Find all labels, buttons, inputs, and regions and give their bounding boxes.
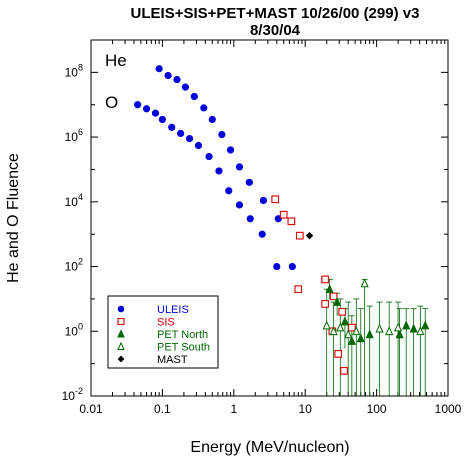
uleis-he-point bbox=[200, 104, 208, 112]
pet-south-he-point bbox=[416, 326, 425, 336]
pet-south-he-point bbox=[394, 322, 403, 332]
y-tick-label: 100 bbox=[65, 321, 83, 338]
uleis-he-point bbox=[208, 115, 216, 124]
uleis-o-point bbox=[225, 187, 233, 195]
pet-south-he-point bbox=[385, 326, 394, 336]
legend-marker bbox=[117, 341, 125, 350]
y-tick-label: 106 bbox=[65, 127, 83, 144]
pet-north-he-point bbox=[395, 329, 404, 339]
pet-south-he-point bbox=[344, 329, 353, 339]
uleis-o-point bbox=[246, 215, 254, 223]
data-marker-layer bbox=[134, 65, 430, 375]
uleis-o-point bbox=[215, 167, 223, 175]
y-tick-label: 102 bbox=[65, 257, 83, 274]
chart-title: ULEIS+SIS+PET+MAST 10/26/00 (299) v3 bbox=[131, 5, 420, 22]
sis-he-point bbox=[329, 292, 338, 301]
uleis-o-point bbox=[273, 262, 281, 271]
legend-label: PET South bbox=[157, 342, 210, 354]
pet-south-he-point bbox=[322, 320, 331, 330]
sis-he-point bbox=[287, 217, 296, 226]
o-series-tag: O bbox=[105, 93, 118, 112]
uleis-o-point bbox=[194, 141, 203, 150]
uleis-he-point bbox=[173, 75, 181, 84]
he-series-tag: He bbox=[105, 51, 127, 70]
legend-marker bbox=[117, 317, 125, 326]
sis-he-point bbox=[347, 323, 356, 332]
sis-he-point bbox=[295, 231, 304, 240]
x-tick-label: 0.1 bbox=[154, 402, 171, 416]
uleis-he-point bbox=[218, 130, 226, 139]
sis-he-point bbox=[321, 275, 329, 284]
pet-north-he-point bbox=[409, 323, 418, 333]
pet-north-he-point bbox=[402, 320, 411, 330]
sis-he-point bbox=[279, 210, 288, 219]
uleis-o-point bbox=[158, 115, 166, 124]
uleis-o-point bbox=[151, 109, 160, 117]
mast-he-point bbox=[305, 231, 314, 240]
x-tick-label: 10 bbox=[299, 402, 313, 416]
sis-o-point bbox=[321, 300, 329, 308]
uleis-he-point bbox=[155, 65, 163, 73]
uleis-o-point bbox=[168, 123, 176, 131]
uleis-he-point bbox=[181, 83, 190, 91]
pet-south-he-point bbox=[352, 326, 361, 336]
pet-south-he-point bbox=[336, 322, 345, 332]
pet-south-he-point bbox=[329, 326, 338, 336]
sis-o-point bbox=[340, 366, 348, 375]
x-tick-label: 1000 bbox=[435, 402, 462, 416]
legend-marker bbox=[117, 355, 125, 363]
y-tick-label: 10-2 bbox=[62, 386, 83, 403]
plot-frame bbox=[90, 39, 449, 397]
uleis-o-point bbox=[142, 105, 151, 113]
pet-north-he-point bbox=[347, 335, 356, 345]
sis-he-point bbox=[338, 307, 347, 316]
chart-subtitle: 8/30/04 bbox=[250, 22, 301, 39]
uleis-he-point bbox=[259, 196, 268, 205]
uleis-he-point bbox=[288, 262, 296, 271]
pet-north-he-point bbox=[333, 296, 342, 306]
pet-south-he-point bbox=[360, 278, 369, 288]
uleis-he-point bbox=[226, 146, 235, 154]
sis-he-point bbox=[271, 195, 280, 204]
uleis-he-point bbox=[190, 92, 198, 101]
x-tick-label: 1 bbox=[230, 402, 237, 416]
pet-north-he-point bbox=[325, 284, 334, 293]
uleis-o-point bbox=[205, 152, 213, 161]
pet-north-he-point bbox=[340, 316, 349, 326]
pet-south-he-point bbox=[375, 323, 384, 333]
uleis-o-point bbox=[134, 101, 142, 109]
legend-label: PET North bbox=[157, 329, 208, 341]
legend-box bbox=[107, 295, 219, 369]
y-tick-label: 108 bbox=[65, 62, 83, 79]
pet-north-he-point bbox=[421, 320, 430, 330]
x-axis-label: Energy (MeV/nucleon) bbox=[190, 439, 349, 456]
y-tick-label: 104 bbox=[65, 192, 83, 209]
sis-o-point bbox=[294, 285, 303, 294]
error-bar-layer bbox=[323, 279, 429, 396]
y-axis-label: He and O Fluence bbox=[5, 153, 22, 283]
uleis-o-point bbox=[258, 230, 266, 238]
pet-north-he-point bbox=[365, 329, 374, 339]
legend-label: MAST bbox=[157, 354, 188, 366]
uleis-he-point bbox=[164, 71, 172, 80]
x-tick-label: 100 bbox=[367, 402, 387, 416]
uleis-o-point bbox=[177, 129, 185, 138]
pet-north-he-point bbox=[356, 333, 365, 343]
uleis-he-point bbox=[235, 163, 244, 171]
legend-marker bbox=[117, 305, 125, 313]
x-tick-label: 0.01 bbox=[79, 402, 103, 416]
uleis-o-point bbox=[235, 201, 244, 209]
sis-o-point bbox=[334, 350, 343, 358]
uleis-o-point bbox=[185, 134, 194, 143]
legend-label: ULEIS bbox=[157, 304, 189, 316]
legend-label: SIS bbox=[157, 317, 175, 329]
uleis-he-point bbox=[245, 178, 253, 186]
legend-marker bbox=[117, 329, 125, 338]
